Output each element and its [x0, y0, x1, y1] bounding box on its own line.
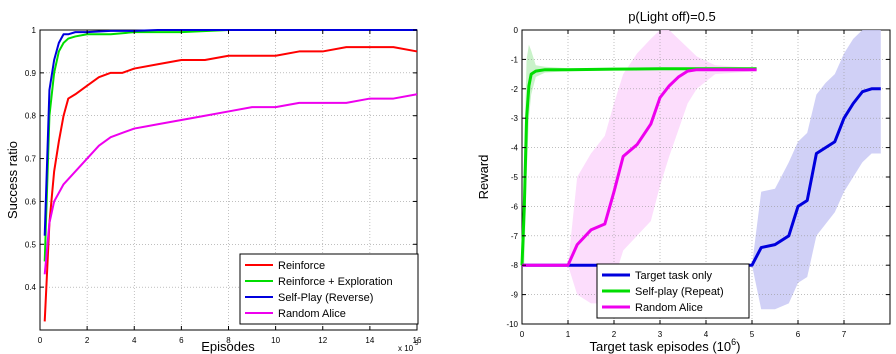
- series-line: [520, 67, 757, 266]
- y-tick-label: -10: [506, 320, 518, 329]
- y-tick-label: -5: [511, 173, 519, 182]
- x-tick-label: 7: [842, 330, 847, 339]
- legend-label: Random Alice: [635, 302, 703, 314]
- right-confidence-bands: [522, 30, 881, 310]
- y-tick-label: -7: [511, 232, 519, 241]
- legend-label: Target task only: [635, 270, 713, 282]
- left-legend: Reinforce Reinforce + Exploration Self-Pla…: [239, 253, 419, 325]
- x-tick-label: 14: [365, 336, 374, 345]
- left-x-axis-label: Episodes: [201, 339, 255, 354]
- right-ticks: 0 1 2 3 4 5 6 7 0 -1 -2 -3 -4 -5 -6 -7 -8 -9 -10: [506, 26, 890, 339]
- y-tick-label: -4: [511, 144, 519, 153]
- y-tick-label: -9: [511, 291, 519, 300]
- y-tick-label: -2: [511, 85, 519, 94]
- left-ticks: 0 2 4 6 8 10 12 14 16 0.4 0.5 0.6 0.7 0.8 0.9 1: [25, 26, 422, 345]
- x-tick-label: 0: [520, 330, 525, 339]
- legend-label: Reinforce + Exploration: [278, 276, 393, 288]
- confidence-band: [522, 30, 757, 304]
- y-tick-label: 0.7: [25, 155, 37, 164]
- legend-label: Self-play (Repeat): [635, 286, 724, 298]
- x-tick-label: 5: [750, 330, 755, 339]
- left-x-multiplier: x 10: [398, 344, 414, 353]
- x-tick-label: 1: [566, 330, 571, 339]
- reward-chart: p(Light off)=0.5 0 1 2 3 4 5 6 7 0 -1 -2 -3 -4 -5 -6 -7…: [476, 9, 891, 354]
- y-tick-label: -6: [511, 202, 519, 211]
- right-legend: Target task only Self-play (Repeat) Random…: [596, 263, 750, 319]
- series-line: [43, 46, 418, 322]
- series-line: [43, 29, 417, 236]
- y-tick-label: 1: [32, 26, 37, 35]
- x-tick-label: 6: [179, 336, 184, 345]
- x-tick-label: 4: [704, 330, 709, 339]
- legend-label: Random Alice: [278, 308, 346, 320]
- legend-label: Self-Play (Reverse): [278, 292, 373, 304]
- right-x-label-tail: ): [736, 339, 740, 354]
- legend-label: Reinforce: [278, 260, 325, 272]
- right-x-axis-label: Target task episodes (106): [590, 337, 741, 354]
- right-chart-title: p(Light off)=0.5: [628, 9, 716, 24]
- series-line: [522, 68, 757, 267]
- left-y-axis-label: Success ratio: [5, 141, 20, 219]
- x-tick-label: 2: [85, 336, 90, 345]
- x-tick-label: 6: [796, 330, 801, 339]
- right-x-label-exp: 6: [731, 337, 736, 347]
- right-series: [520, 67, 881, 267]
- y-tick-label: -3: [511, 114, 519, 123]
- x-tick-label: 2: [612, 330, 617, 339]
- left-series: [43, 29, 418, 322]
- x-tick-label: 3: [658, 330, 663, 339]
- y-tick-label: 0.5: [25, 240, 37, 249]
- x-tick-label: 0: [38, 336, 43, 345]
- success-ratio-chart: 0 2 4 6 8 10 12 14 16 0.4 0.5 0.6 0.7 0.8 0.9 1 Episode…: [5, 26, 422, 354]
- y-tick-label: -8: [511, 261, 519, 270]
- series-line: [43, 93, 418, 275]
- left-x-multiplier-exp: 5: [415, 341, 419, 347]
- right-x-label-main: Target task episodes (10: [590, 339, 732, 354]
- y-tick-label: 0.6: [25, 197, 37, 206]
- x-tick-label: 10: [271, 336, 280, 345]
- x-tick-label: 8: [226, 336, 231, 345]
- y-tick-label: 0.4: [25, 283, 37, 292]
- confidence-band: [522, 30, 881, 310]
- series-line: [522, 87, 881, 267]
- x-tick-label: 12: [318, 336, 327, 345]
- y-tick-label: 0.9: [25, 69, 37, 78]
- y-tick-label: -1: [511, 55, 519, 64]
- y-tick-label: 0.8: [25, 112, 37, 121]
- x-tick-label: 16: [413, 336, 422, 345]
- right-y-axis-label: Reward: [476, 155, 491, 200]
- y-tick-label: 0: [514, 26, 519, 35]
- x-tick-label: 4: [132, 336, 137, 345]
